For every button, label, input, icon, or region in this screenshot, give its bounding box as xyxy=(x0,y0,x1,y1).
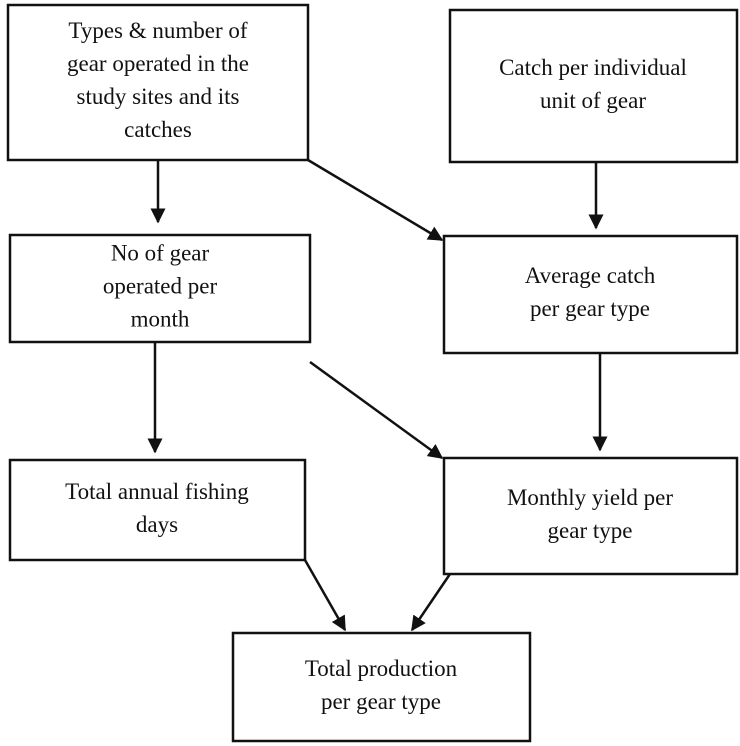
node-label: per gear type xyxy=(321,689,441,714)
node-label: Monthly yield per xyxy=(507,485,673,510)
box xyxy=(442,456,739,576)
node-label: month xyxy=(131,306,190,331)
arrow xyxy=(309,360,444,460)
labels: Types & number of gear operated in the stu… xyxy=(65,18,687,714)
arrow xyxy=(410,573,452,632)
box xyxy=(6,3,310,162)
node-label: Types & number of xyxy=(68,18,248,43)
node-label: No of gear xyxy=(111,240,210,265)
node-label: catches xyxy=(124,117,192,142)
node-label: Catch per individual xyxy=(499,55,687,80)
node-label: operated per xyxy=(103,273,218,298)
boxes xyxy=(6,3,739,743)
arrows xyxy=(147,158,608,632)
box xyxy=(8,233,312,344)
node-label: Total production xyxy=(305,656,458,681)
node-label: per gear type xyxy=(530,296,650,321)
node-label: days xyxy=(136,512,178,537)
box xyxy=(442,234,739,355)
node-label: Total annual fishing xyxy=(65,479,249,504)
box xyxy=(8,458,307,562)
node-label: Average catch xyxy=(525,263,656,288)
node-label: gear operated in the xyxy=(67,51,249,76)
box xyxy=(448,8,739,164)
arrow xyxy=(307,158,444,242)
box xyxy=(231,631,532,743)
node-label: gear type xyxy=(548,518,633,543)
node-label: unit of gear xyxy=(540,88,646,113)
arrow xyxy=(303,559,347,632)
node-label: study sites and its xyxy=(77,84,240,109)
